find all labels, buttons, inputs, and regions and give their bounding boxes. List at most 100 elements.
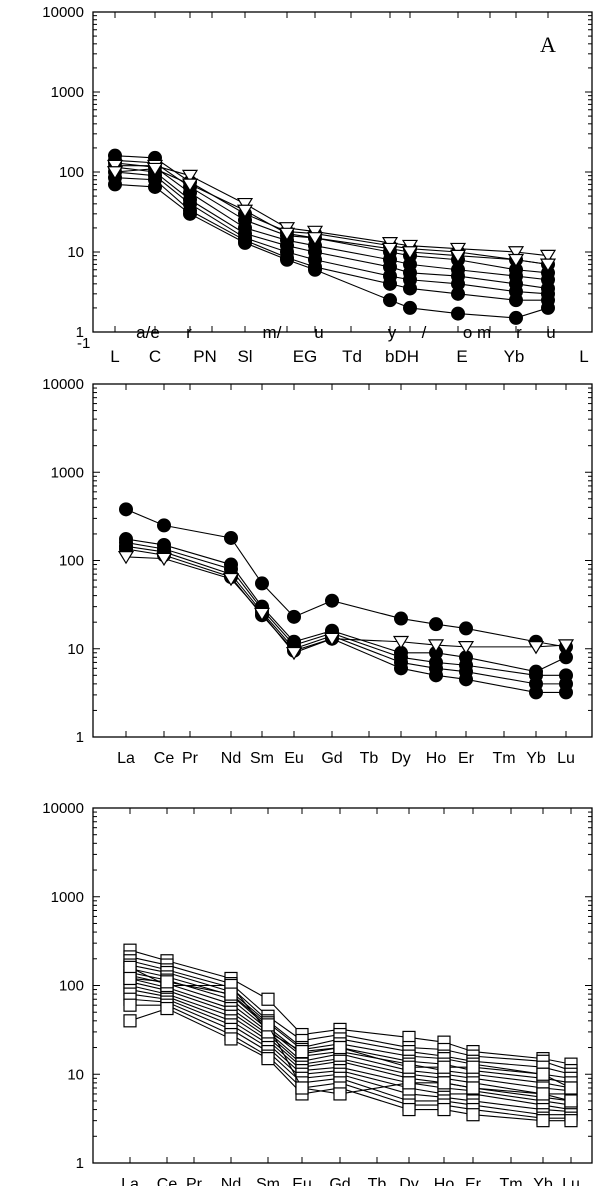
x-tick-label-overlap: /	[422, 323, 427, 342]
series-line	[125, 538, 567, 673]
x-tick-label: EG	[293, 347, 318, 366]
data-point-circle	[325, 593, 339, 608]
series-1	[108, 148, 555, 272]
series-1	[119, 502, 573, 654]
data-point-square	[437, 1102, 451, 1117]
data-point-triangle	[557, 639, 575, 653]
y-tick-label: 1	[76, 324, 84, 341]
y-tick-label: 10000	[42, 4, 84, 21]
data-point-square	[261, 992, 275, 1006]
y-axis-fragment: -1	[77, 335, 90, 352]
data-point-circle	[429, 617, 443, 632]
series-7	[108, 177, 555, 325]
data-point-circle	[287, 609, 301, 624]
series-line	[129, 993, 572, 1113]
x-tick-label: Ho	[434, 1176, 455, 1186]
x-tick-label: Eu	[292, 1176, 312, 1186]
x-tick-label: Sm	[250, 750, 274, 767]
series-3	[119, 535, 573, 683]
data-point-square	[333, 1040, 347, 1055]
x-tick-label: Tm	[499, 1176, 522, 1186]
series-4	[123, 958, 578, 1085]
data-point-triangle	[306, 232, 324, 246]
x-tick-label: Nd	[221, 1176, 241, 1186]
x-tick-label: Ce	[154, 750, 175, 767]
data-point-square	[123, 998, 137, 1012]
x-tick-label: Pr	[182, 750, 199, 767]
data-point-square	[261, 1018, 275, 1032]
series-line	[114, 183, 549, 319]
data-point-triangle	[117, 550, 135, 565]
x-tick-label: La	[121, 1176, 139, 1186]
data-point-triangle	[181, 178, 199, 192]
series-3	[108, 155, 555, 287]
series-line	[114, 171, 549, 295]
chart-panel-2: 10000 1000 100 10 1 La Ce Pr Nd Sm Eu Gd Tb Dy Ho Er Tm Y…	[42, 376, 593, 767]
chart-panel-3: 10000 1000 100 10 1 La Ce Pr Nd Sm Eu Gd Tb Dy Ho Er Tm Y…	[42, 800, 593, 1186]
data-point-square	[437, 1060, 451, 1074]
data-point-circle	[157, 518, 171, 533]
data-point-triangle	[236, 204, 254, 218]
data-point-square	[437, 1076, 451, 1090]
x-tick-label-overlap: o m	[463, 323, 491, 342]
x-tick-label: Gd	[329, 1176, 350, 1186]
data-point-circle	[394, 611, 408, 626]
x-tick-label: La	[117, 750, 135, 767]
x-tick-label: C	[149, 347, 161, 366]
series-line	[125, 508, 567, 648]
data-point-square	[466, 1060, 480, 1074]
x-tick-label: Eu	[284, 750, 304, 767]
y-tick-label: 10000	[42, 800, 84, 817]
data-point-circle	[509, 310, 523, 325]
data-point-circle	[403, 300, 417, 315]
x-tick-label: Tb	[360, 750, 379, 767]
data-point-triangle	[449, 242, 467, 257]
x-tick-label-overlap: r	[186, 323, 192, 342]
data-point-triangle	[278, 227, 296, 242]
x-tick-label: Dy	[399, 1176, 419, 1186]
data-point-square	[466, 1108, 480, 1122]
x-tick-label: Tb	[368, 1176, 387, 1186]
data-point-square	[123, 960, 137, 974]
data-point-circle	[119, 502, 133, 517]
x-tick-label-overlap: m/	[263, 323, 282, 342]
x-tick-label: L	[110, 347, 119, 366]
data-point-square	[123, 971, 137, 986]
data-point-triangle	[392, 635, 410, 650]
x-tick-label: Td	[342, 347, 362, 366]
x-tick-label-overlap: u	[546, 323, 555, 342]
x-tick-label: E	[456, 347, 467, 366]
x-tick-label: PN	[193, 347, 217, 366]
data-point-triangle	[507, 253, 525, 268]
x-tick-label: L	[579, 347, 588, 366]
y-tick-label: 10	[67, 244, 84, 261]
series-2	[108, 153, 555, 280]
data-point-circle	[509, 293, 523, 308]
data-point-circle	[429, 668, 443, 683]
x-tick-label-overlap: y	[388, 323, 397, 342]
data-point-triangle	[181, 169, 199, 184]
data-point-square	[333, 1087, 347, 1101]
data-point-triangle	[507, 246, 525, 260]
series-12	[123, 987, 578, 1119]
x-tick-label: Pr	[186, 1176, 203, 1186]
data-point-circle	[383, 293, 397, 308]
x-tick-label: Sm	[256, 1176, 280, 1186]
series-line	[129, 960, 572, 1075]
data-point-square	[564, 1081, 578, 1095]
data-point-square	[123, 1014, 137, 1028]
x-tick-label: Tm	[492, 750, 515, 767]
data-point-square	[536, 1067, 550, 1081]
data-point-square	[402, 1076, 416, 1090]
x-tick-label-overlap: r	[516, 323, 522, 342]
y-tick-label: 1	[76, 1155, 84, 1172]
data-point-square	[402, 1102, 416, 1117]
data-point-circle	[383, 276, 397, 291]
data-point-circle	[529, 685, 543, 700]
data-point-circle	[559, 685, 573, 700]
data-point-circle	[394, 661, 408, 676]
data-point-square	[564, 1114, 578, 1128]
y-tick-label: 100	[59, 978, 84, 995]
data-point-triangle	[401, 246, 419, 260]
series-1	[123, 943, 578, 1071]
